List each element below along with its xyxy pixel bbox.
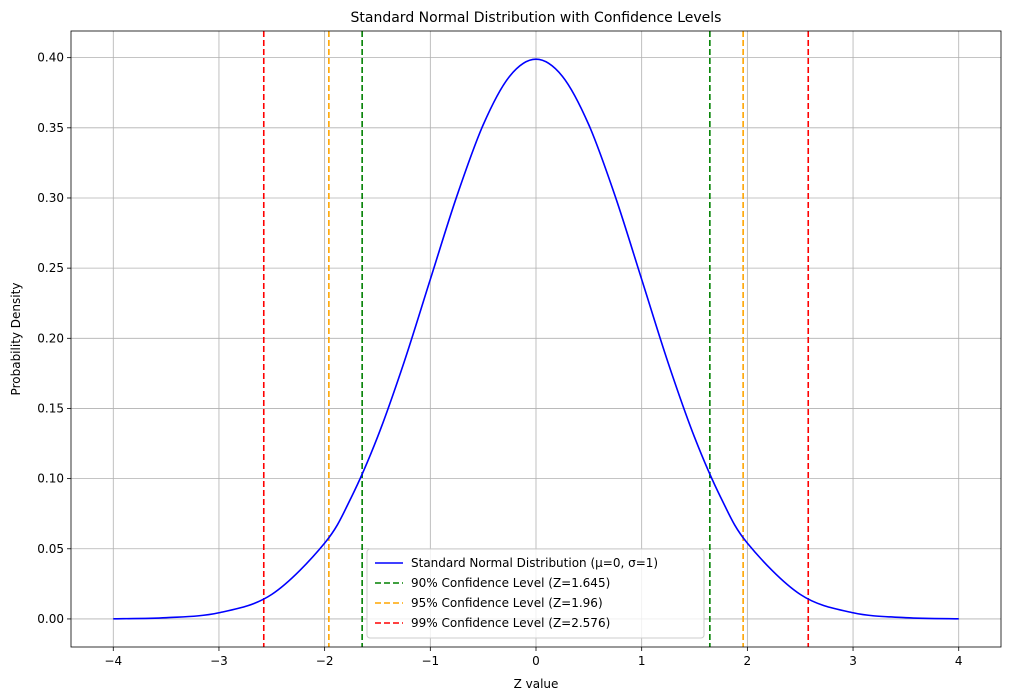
x-tick-label: 4 — [955, 654, 963, 668]
y-tick-label: 0.30 — [37, 191, 64, 205]
chart-title: Standard Normal Distribution with Confid… — [351, 10, 722, 26]
x-tick-label: 0 — [532, 654, 540, 668]
legend-box — [366, 548, 705, 639]
legend: Standard Normal Distribution (μ=0, σ=1) 9… — [366, 548, 705, 639]
y-tick-label: 0.15 — [37, 401, 64, 415]
legend-label: 95% Confidence Level (Z=1.96) — [411, 596, 603, 610]
y-tick-label: 0.40 — [37, 51, 64, 65]
legend-label: Standard Normal Distribution (μ=0, σ=1) — [411, 556, 658, 570]
x-axis: −4 −3 −2 −1 0 1 2 3 4 — [104, 647, 963, 668]
y-tick-label: 0.20 — [37, 331, 64, 345]
series-line — [113, 58, 959, 620]
x-tick-label: −4 — [104, 654, 122, 668]
legend-label: 99% Confidence Level (Z=2.576) — [411, 616, 610, 630]
x-tick-label: −3 — [210, 654, 228, 668]
y-axis-title: Probability Density — [9, 283, 23, 396]
x-axis-title: Z value — [514, 677, 559, 691]
x-tick-label: 1 — [638, 654, 646, 668]
x-tick-label: −1 — [421, 654, 439, 668]
y-tick-label: 0.35 — [37, 121, 64, 135]
x-tick-label: 3 — [849, 654, 857, 668]
legend-label: 90% Confidence Level (Z=1.645) — [411, 576, 610, 590]
grid — [71, 31, 1001, 647]
series — [113, 58, 959, 620]
x-tick-label: −2 — [316, 654, 334, 668]
y-tick-label: 0.25 — [37, 261, 64, 275]
y-axis: 0.00 0.05 0.10 0.15 0.20 0.25 0.30 0.35 0.40 — [37, 51, 71, 626]
confidence-lines — [262, 31, 810, 647]
y-tick-label: 0.00 — [37, 612, 64, 626]
x-tick-label: 2 — [744, 654, 752, 668]
y-tick-label: 0.05 — [37, 542, 64, 556]
y-tick-label: 0.10 — [37, 472, 64, 486]
